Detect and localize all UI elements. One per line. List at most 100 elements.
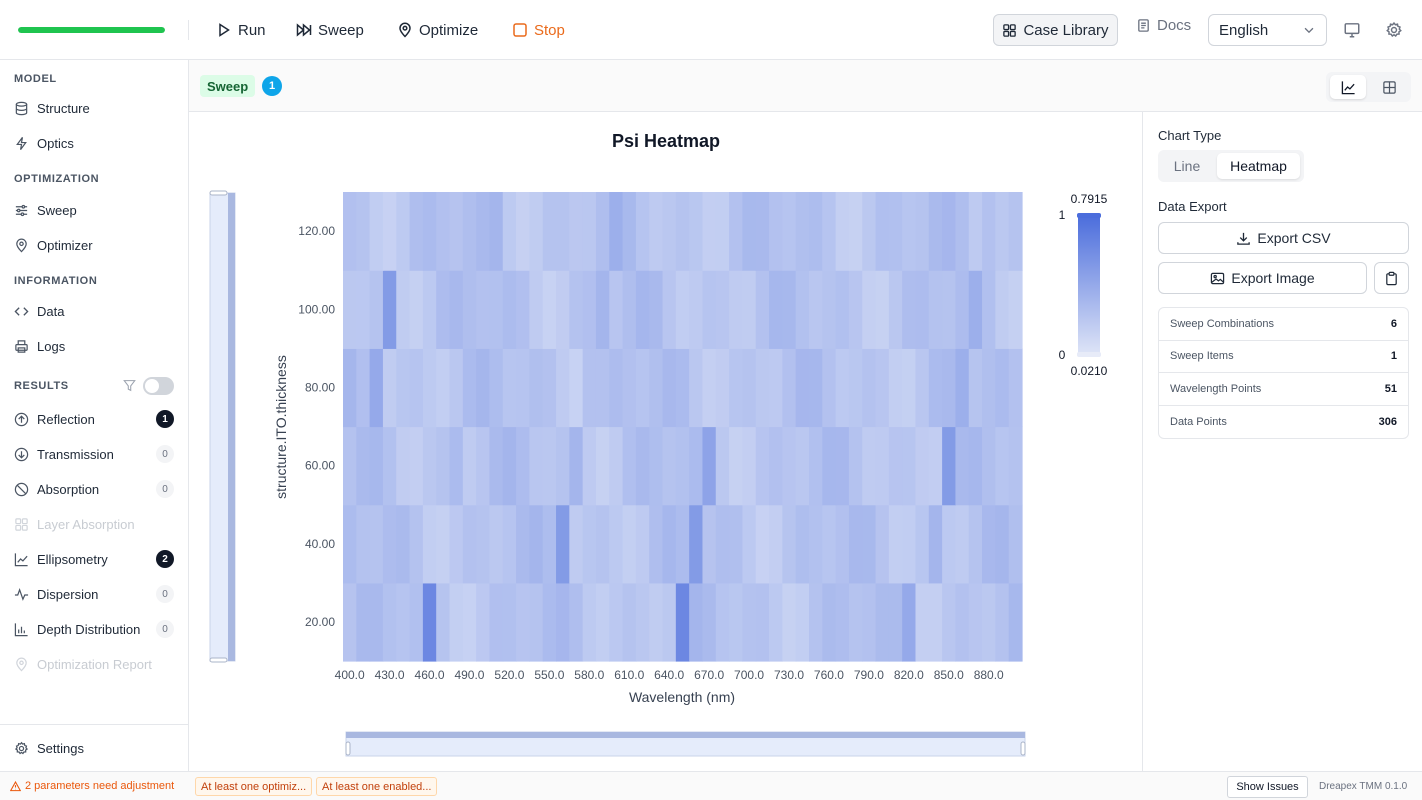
- optimize-button[interactable]: Optimize: [397, 17, 478, 43]
- heatmap-cell[interactable]: [862, 582, 877, 662]
- heatmap-cell[interactable]: [928, 270, 943, 349]
- heatmap-cell[interactable]: [396, 270, 411, 349]
- sidebar-item-reflection[interactable]: Reflection 1: [14, 408, 174, 430]
- chart-type-line[interactable]: Line: [1173, 158, 1201, 174]
- case-library-button[interactable]: Case Library: [993, 14, 1118, 46]
- heatmap-cell[interactable]: [982, 504, 996, 584]
- heatmap-cell[interactable]: [343, 582, 357, 662]
- heatmap-cell[interactable]: [649, 192, 664, 271]
- heatmap-cell[interactable]: [835, 582, 850, 662]
- heatmap-cell[interactable]: [542, 270, 557, 349]
- heatmap-cell[interactable]: [595, 270, 610, 349]
- heatmap-cell[interactable]: [862, 504, 877, 584]
- heatmap-cell[interactable]: [689, 270, 704, 349]
- heatmap-cell[interactable]: [622, 504, 637, 584]
- heatmap-cell[interactable]: [729, 582, 744, 662]
- heatmap-cell[interactable]: [675, 426, 690, 506]
- heatmap-cell[interactable]: [955, 426, 970, 506]
- heatmap-cell[interactable]: [702, 426, 717, 506]
- heatmap-cell[interactable]: [942, 504, 957, 584]
- heatmap-cell[interactable]: [529, 270, 544, 349]
- heatmap-cell[interactable]: [968, 504, 983, 584]
- heatmap-cell[interactable]: [609, 270, 624, 349]
- heatmap-cell[interactable]: [715, 582, 730, 662]
- heatmap-cell[interactable]: [995, 192, 1010, 271]
- heatmap-cell[interactable]: [755, 192, 770, 271]
- heatmap-cell[interactable]: [369, 348, 384, 428]
- heatmap-cell[interactable]: [476, 582, 491, 662]
- heatmap-cell[interactable]: [795, 270, 810, 349]
- heatmap-cell[interactable]: [582, 348, 597, 428]
- zoom-handle-right[interactable]: [1020, 741, 1026, 756]
- heatmap-cell[interactable]: [982, 192, 996, 271]
- heatmap-cell[interactable]: [635, 504, 650, 584]
- heatmap-cell[interactable]: [915, 582, 930, 662]
- heatmap-cell[interactable]: [569, 270, 584, 349]
- heatmap-cell[interactable]: [649, 504, 664, 584]
- heatmap-cell[interactable]: [396, 192, 411, 271]
- heatmap-cell[interactable]: [888, 192, 903, 271]
- heatmap-cell[interactable]: [848, 582, 863, 662]
- heatmap-cell[interactable]: [489, 426, 504, 506]
- heatmap-cell[interactable]: [955, 270, 970, 349]
- heatmap-cell[interactable]: [715, 504, 730, 584]
- heatmap-cell[interactable]: [795, 582, 810, 662]
- heatmap-cell[interactable]: [662, 426, 677, 506]
- heatmap-cell[interactable]: [782, 426, 797, 506]
- heatmap-cell[interactable]: [529, 426, 544, 506]
- heatmap-cell[interactable]: [516, 582, 530, 662]
- heatmap-cell[interactable]: [928, 192, 943, 271]
- results-filter-toggle[interactable]: [143, 377, 174, 395]
- copy-clipboard-button[interactable]: [1374, 262, 1409, 294]
- heatmap-cell[interactable]: [715, 426, 730, 506]
- heatmap-cell[interactable]: [462, 582, 477, 662]
- heatmap-cell[interactable]: [702, 348, 717, 428]
- heatmap-cell[interactable]: [982, 582, 996, 662]
- sweep-button[interactable]: Sweep: [296, 17, 364, 43]
- zoom-handle-bottom[interactable]: [209, 657, 228, 663]
- heatmap-cell[interactable]: [369, 192, 384, 271]
- heatmap-cell[interactable]: [1008, 192, 1023, 271]
- heatmap-cell[interactable]: [955, 504, 970, 584]
- heatmap-cell[interactable]: [356, 270, 371, 349]
- heatmap-cell[interactable]: [875, 270, 890, 349]
- heatmap-cell[interactable]: [782, 504, 797, 584]
- heatmap-cell[interactable]: [343, 192, 357, 271]
- heatmap-cell[interactable]: [942, 426, 957, 506]
- filter-icon[interactable]: [123, 379, 136, 392]
- heatmap-cell[interactable]: [942, 192, 957, 271]
- sidebar-item-sweep[interactable]: Sweep: [14, 199, 174, 221]
- heatmap-cell[interactable]: [582, 426, 597, 506]
- heatmap-cell[interactable]: [436, 192, 451, 271]
- heatmap-cell[interactable]: [369, 582, 384, 662]
- warning-message[interactable]: 2 parameters need adjustment: [10, 780, 174, 792]
- heatmap-cell[interactable]: [556, 504, 570, 584]
- sidebar-item-optimizer[interactable]: Optimizer: [14, 234, 174, 256]
- heatmap-cell[interactable]: [982, 270, 996, 349]
- heatmap-cell[interactable]: [542, 192, 557, 271]
- heatmap-cell[interactable]: [489, 270, 504, 349]
- horizontal-zoom-slider[interactable]: [345, 731, 1026, 757]
- heatmap-cell[interactable]: [942, 582, 957, 662]
- zoom-handle-top[interactable]: [209, 190, 228, 196]
- heatmap-cell[interactable]: [888, 582, 903, 662]
- heatmap-cell[interactable]: [436, 348, 451, 428]
- heatmap-cell[interactable]: [556, 582, 570, 662]
- heatmap-cell[interactable]: [675, 504, 690, 584]
- heatmap-cell[interactable]: [542, 426, 557, 506]
- heatmap-cell[interactable]: [928, 348, 943, 428]
- heatmap-cell[interactable]: [769, 270, 783, 349]
- heatmap-cell[interactable]: [569, 426, 584, 506]
- heatmap-cell[interactable]: [995, 348, 1010, 428]
- heatmap-cell[interactable]: [902, 582, 917, 662]
- heatmap-cell[interactable]: [1008, 270, 1023, 349]
- heatmap-cell[interactable]: [968, 348, 983, 428]
- show-issues-button[interactable]: Show Issues: [1227, 776, 1308, 798]
- heatmap-cell[interactable]: [662, 582, 677, 662]
- heatmap-cell[interactable]: [689, 192, 704, 271]
- heatmap-cell[interactable]: [582, 582, 597, 662]
- heatmap-cell[interactable]: [662, 192, 677, 271]
- heatmap-cell[interactable]: [968, 426, 983, 506]
- language-select[interactable]: English: [1208, 14, 1327, 46]
- heatmap-cell[interactable]: [755, 582, 770, 662]
